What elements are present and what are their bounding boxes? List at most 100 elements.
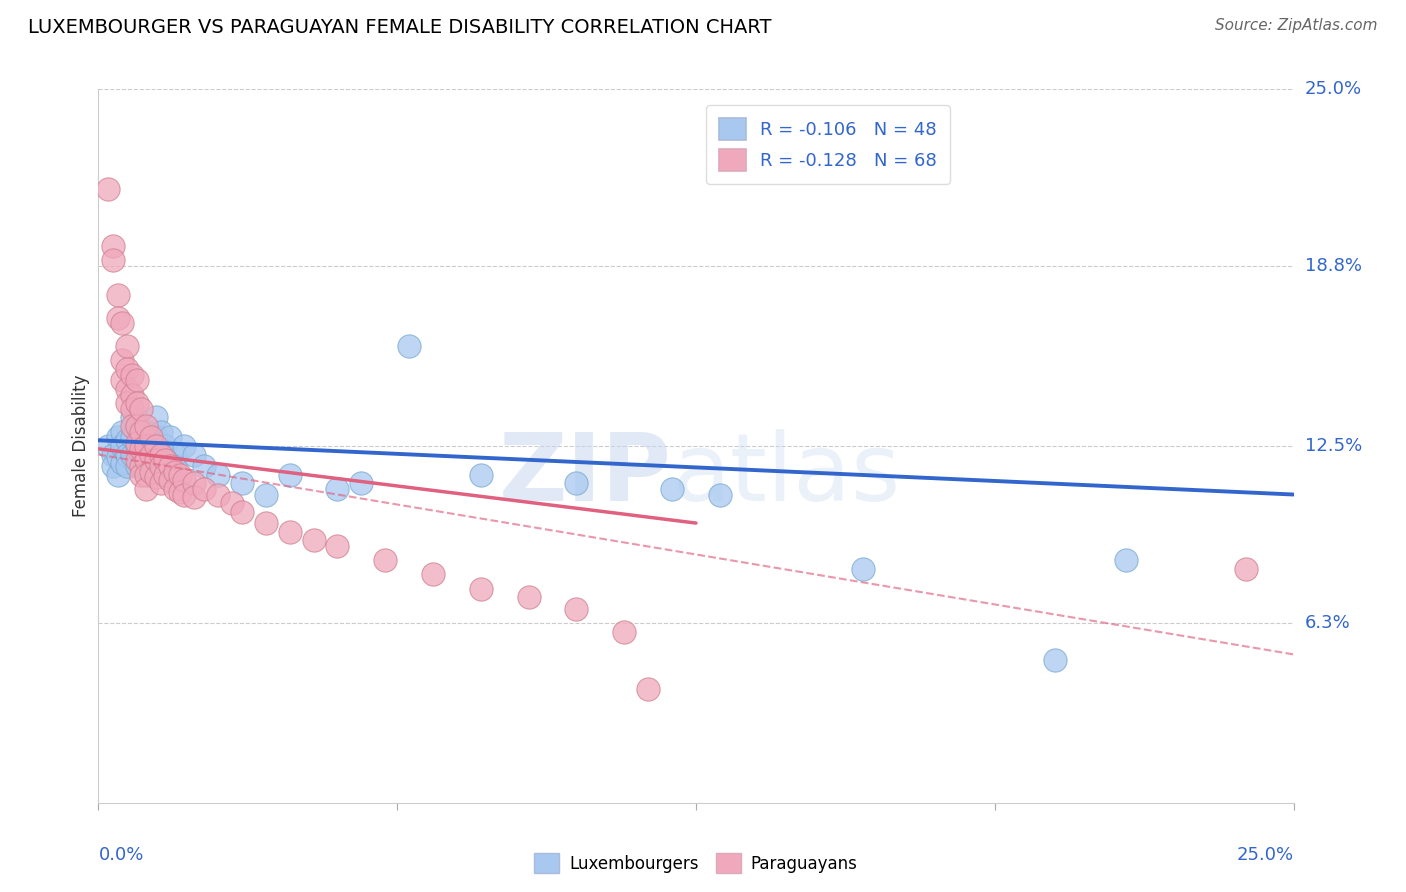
Point (131, 467, 153, 482)
Point (149, 425, 172, 439)
Text: LUXEMBOURGER VS PARAGUAYAN FEMALE DISABILITY CORRELATION CHART: LUXEMBOURGER VS PARAGUAYAN FEMALE DISABI… (28, 18, 772, 37)
Point (613, 624, 636, 639)
Point (278, 467, 301, 482)
Point (145, 430, 167, 444)
Text: ZIP: ZIP (499, 428, 672, 521)
Point (121, 410, 143, 425)
Point (121, 419, 143, 434)
Point (398, 339, 420, 353)
Point (115, 434, 138, 448)
Point (111, 456, 134, 470)
Point (145, 410, 167, 425)
Point (125, 396, 148, 410)
Point (135, 453, 157, 467)
Point (115, 339, 138, 353)
Point (135, 419, 157, 434)
Point (121, 387, 143, 401)
Point (422, 567, 444, 582)
Point (159, 430, 181, 444)
Point (125, 436, 148, 450)
Point (115, 458, 138, 473)
Point (139, 434, 162, 448)
Point (254, 516, 277, 530)
Point (107, 450, 129, 465)
Text: 6.3%: 6.3% (1305, 614, 1350, 632)
Point (111, 439, 134, 453)
Point (135, 442, 157, 456)
Text: Source: ZipAtlas.com: Source: ZipAtlas.com (1215, 18, 1378, 33)
Point (111, 373, 134, 387)
Point (111, 425, 134, 439)
Point (155, 439, 177, 453)
Point (115, 382, 138, 396)
Point (125, 419, 148, 434)
Point (97, 182, 120, 196)
Text: 12.5%: 12.5% (1305, 437, 1362, 455)
Text: 25.0%: 25.0% (1305, 80, 1362, 98)
Point (121, 401, 143, 416)
Point (231, 476, 253, 491)
Point (145, 453, 167, 467)
Point (278, 524, 301, 539)
Point (111, 316, 134, 330)
Point (193, 458, 215, 473)
Legend: Luxembourgers, Paraguayans: Luxembourgers, Paraguayans (527, 847, 865, 880)
Point (101, 448, 124, 462)
Point (350, 476, 373, 491)
Point (135, 439, 157, 453)
Point (1115, 553, 1137, 567)
Point (183, 448, 205, 462)
Point (302, 533, 325, 548)
Point (101, 253, 124, 268)
Text: atlas: atlas (672, 428, 900, 521)
Point (139, 465, 162, 479)
Point (159, 473, 181, 487)
Point (517, 591, 540, 605)
Point (169, 484, 191, 499)
Point (183, 491, 205, 505)
Point (565, 476, 588, 491)
Point (131, 448, 153, 462)
Point (101, 458, 124, 473)
Point (121, 430, 143, 444)
Point (231, 505, 253, 519)
Point (163, 448, 186, 462)
Point (149, 448, 172, 462)
Point (131, 401, 153, 416)
Text: 0.0%: 0.0% (98, 846, 143, 863)
Point (254, 487, 277, 501)
Point (135, 467, 157, 482)
Point (207, 487, 229, 501)
Point (121, 448, 143, 462)
Point (207, 467, 229, 482)
Point (125, 373, 148, 387)
Point (107, 467, 129, 482)
Point (97, 439, 120, 453)
Point (115, 396, 138, 410)
Point (121, 368, 143, 382)
Point (374, 553, 396, 567)
Point (326, 482, 349, 496)
Point (193, 482, 215, 496)
Point (125, 453, 148, 467)
Point (155, 467, 177, 482)
Point (131, 442, 153, 456)
Point (131, 430, 153, 444)
Point (326, 539, 349, 553)
Point (107, 430, 129, 444)
Point (163, 458, 186, 473)
Point (163, 465, 186, 479)
Point (1043, 653, 1066, 667)
Point (565, 601, 588, 615)
Point (131, 458, 153, 473)
Point (470, 582, 492, 596)
Point (135, 425, 157, 439)
Point (159, 458, 181, 473)
Point (115, 448, 138, 462)
Point (125, 458, 148, 473)
Point (111, 353, 134, 368)
Point (183, 476, 205, 491)
Point (709, 487, 731, 501)
Point (135, 482, 157, 496)
Point (169, 467, 191, 482)
